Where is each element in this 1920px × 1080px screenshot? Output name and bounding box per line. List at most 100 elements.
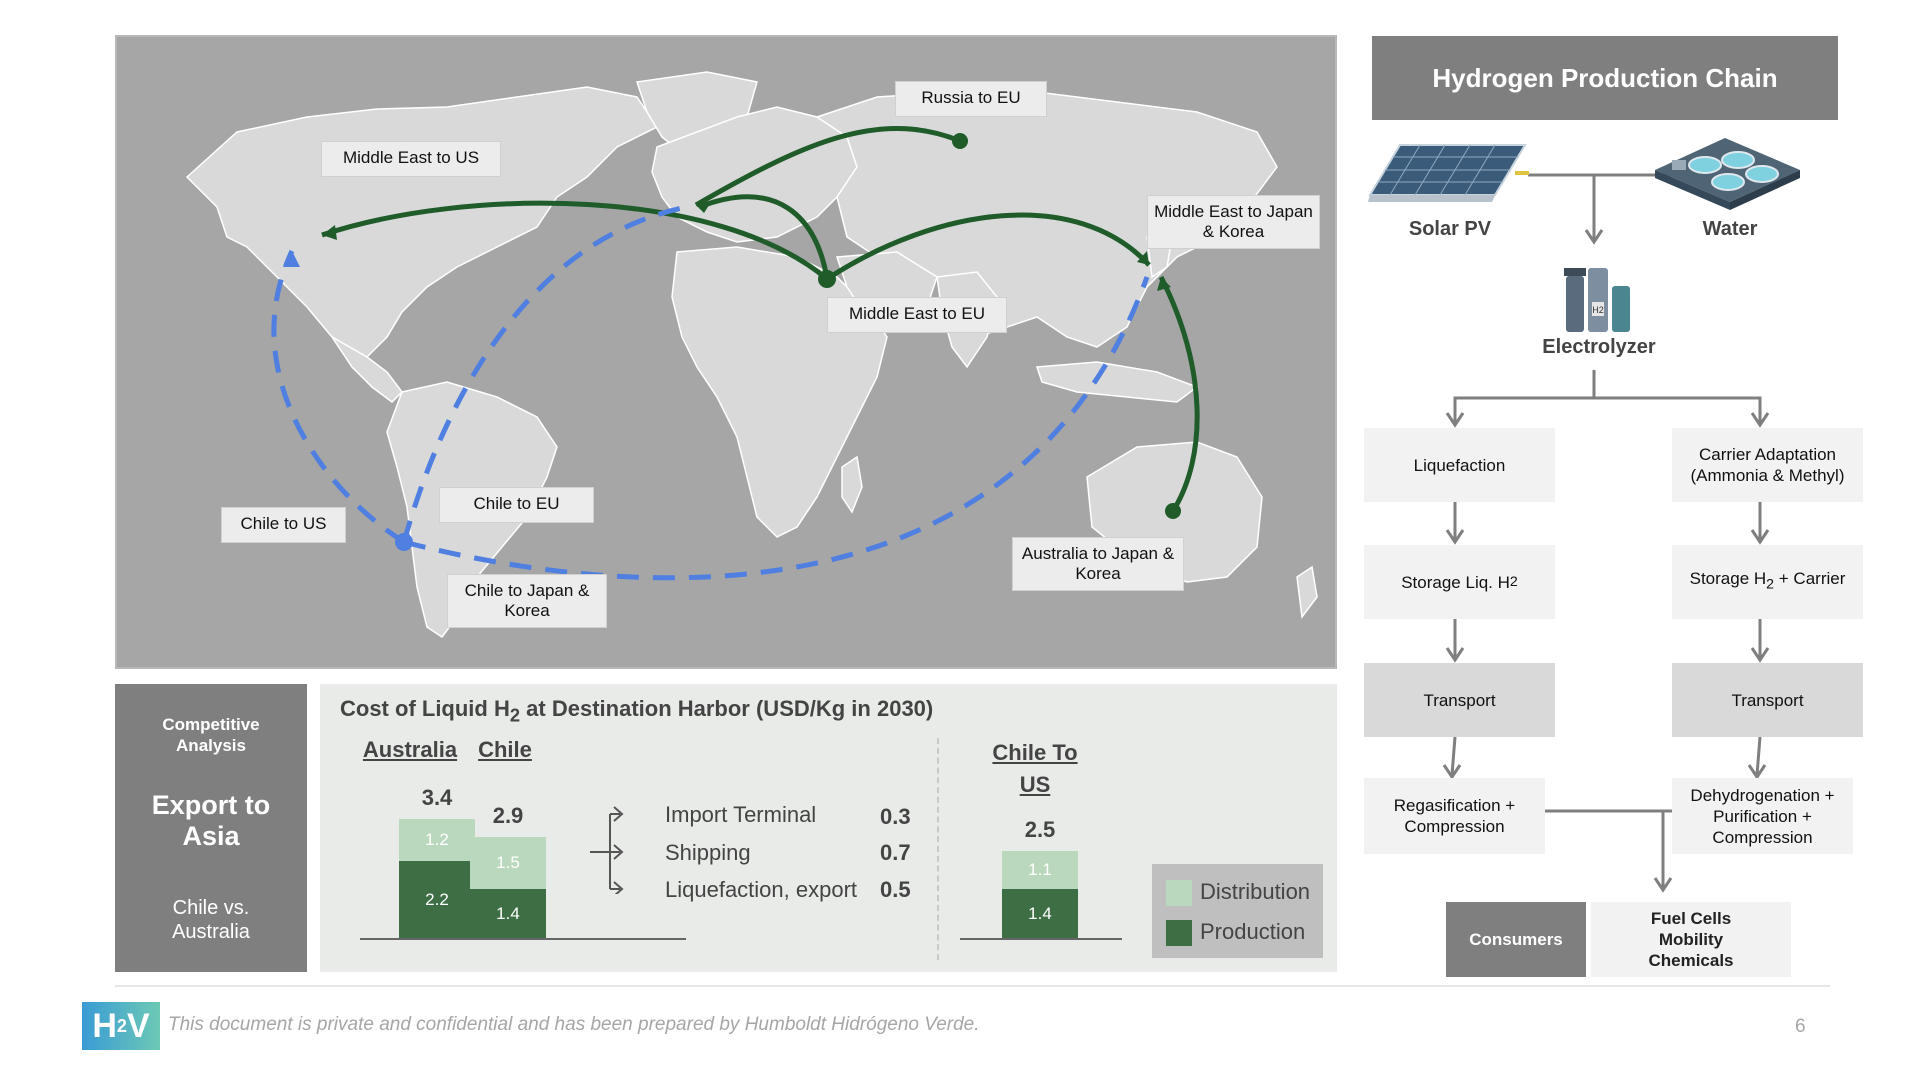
bar-total-2: 2.5: [1024, 816, 1056, 842]
arrow-consumers: [1653, 877, 1673, 893]
australia-origin-dot: [1165, 503, 1181, 519]
breakdown-label-liquefaction: Liquefaction, export: [665, 877, 858, 902]
blue-route-markers: [283, 251, 413, 551]
north-america-shape: [185, 86, 659, 358]
chile-origin-dot: [395, 533, 413, 551]
water-label: Water: [1702, 218, 1758, 240]
arrow-left-3: [1442, 764, 1462, 780]
consumer-chemicals: Chemicals: [1648, 951, 1734, 970]
arrowhead-eu-1: [696, 202, 711, 213]
route-label-chile-us: Chile to US: [221, 507, 346, 543]
connector-split-left: [1453, 370, 1596, 423]
arrow-left-1: [1445, 529, 1465, 545]
footer-disclaimer: This document is private and confidentia…: [168, 1014, 980, 1035]
route-label-me-us: Middle East to US: [321, 141, 501, 177]
footer-divider: [115, 985, 1830, 987]
competitive-title: Export to Asia: [151, 790, 271, 851]
arrow-to-electrolyzer: [1584, 229, 1604, 245]
route-russia-eu-line: [694, 126, 961, 208]
arrow-carrier: [1750, 412, 1770, 428]
route-chile-jk-line: [403, 276, 1150, 581]
step-transport-left: Transport: [1364, 663, 1555, 737]
consumer-fuel-cells: Fuel Cells: [1650, 909, 1732, 928]
chart-legend: Distribution Production: [1152, 864, 1323, 958]
connector-split-right: [1594, 396, 1762, 423]
arrow-right-1: [1750, 529, 1770, 545]
electrolyzer-h2-tag: H2: [1592, 305, 1604, 315]
route-aus-jk-line: [1158, 275, 1200, 513]
step-dehydrogenation: Dehydrogenation + Purification + Compres…: [1672, 778, 1853, 854]
world-map-panel: Russia to EU Middle East to US Middle Ea…: [115, 35, 1337, 669]
chart-title: Cost of Liquid H2 at Destination Harbor …: [340, 696, 934, 726]
chain-title: Hydrogen Production Chain: [1372, 36, 1838, 120]
green-route-markers: [322, 133, 1181, 519]
route-label-chile-eu: Chile to EU: [439, 487, 594, 523]
category-australia: Australia: [362, 737, 458, 762]
blue-routes: [271, 204, 1150, 581]
arrow-liquefaction: [1445, 412, 1465, 428]
legend-swatch-production: [1166, 920, 1192, 946]
competitive-kicker: Competitive Analysis: [162, 715, 260, 755]
new-zealand-shape: [1296, 565, 1318, 619]
connector-left-3: [1450, 736, 1457, 776]
arrow-right-2: [1750, 647, 1770, 663]
legend-swatch-distribution: [1166, 880, 1192, 906]
electrolyzer-icon: H2: [1564, 268, 1630, 332]
legend-label-production: Production: [1200, 919, 1306, 944]
page-number: 6: [1795, 1016, 1806, 1037]
arrow-right-3: [1747, 764, 1767, 780]
bar-production-2: 1.4: [1002, 889, 1078, 938]
breakdown-label-shipping: Shipping: [665, 840, 751, 865]
electrolyzer-label: Electrolyzer: [1542, 336, 1656, 358]
competitive-subtitle: Chile vs. Australia: [172, 897, 250, 943]
route-label-me-jk: Middle East to Japan & Korea: [1147, 195, 1320, 249]
legend-label-distribution: Distribution: [1200, 879, 1311, 904]
asia-shape: [815, 91, 1278, 348]
bar-distribution-1: 1.5: [470, 836, 546, 889]
breakdown-value-liquefaction: 0.5: [880, 877, 911, 902]
bar-distribution-2: 1.1: [1002, 850, 1078, 889]
connector-consumers-left: [1535, 809, 1665, 888]
route-me-us-line: [321, 200, 829, 281]
step-carrier-adaptation: Carrier Adaptation (Ammonia & Methyl): [1672, 428, 1863, 502]
bar-total-0: 3.4: [421, 785, 453, 810]
competitive-analysis-panel: Competitive Analysis Export to Asia Chil…: [115, 684, 307, 972]
route-chile-eu-line: [401, 204, 688, 543]
arrowhead-jk-me: [1137, 251, 1149, 265]
consumer-mobility: Mobility: [1658, 930, 1724, 949]
russia-origin-dot: [952, 133, 968, 149]
breakdown-label-import: Import Terminal: [665, 802, 817, 827]
bar-distribution-0: 1.2: [399, 819, 475, 861]
breakdown-value-shipping: 0.7: [880, 840, 911, 865]
route-chile-us-line: [271, 249, 406, 545]
baseline-left: [360, 938, 686, 940]
route-label-russia-eu: Russia to EU: [895, 81, 1047, 117]
connector-right-3: [1755, 736, 1762, 776]
route-me-jk-line: [825, 212, 1151, 282]
route-me-eu-line: [698, 194, 830, 280]
arrowhead-us: [322, 225, 337, 240]
route-label-me-eu: Middle East to EU: [827, 297, 1007, 333]
bar-production-0: 2.2: [399, 861, 475, 938]
solar-pv-icon: [1368, 144, 1529, 202]
route-label-chile-jk: Chile to Japan & Korea: [447, 574, 607, 628]
chart-divider: [937, 738, 939, 960]
step-storage-h2-carrier: Storage H2 + Carrier: [1672, 545, 1863, 619]
storage-liq-sub: 2: [1509, 573, 1518, 590]
arrowhead-chile-us: [283, 251, 300, 267]
step-regasification: Regasification + Compression: [1364, 778, 1545, 854]
category-chile-to-us: Chile To US: [992, 740, 1078, 797]
consumers-list: Fuel Cells Mobility Chemicals: [1591, 902, 1791, 977]
indonesia-shape: [1035, 361, 1199, 403]
storage-liq-text: Storage Liq. H: [1401, 572, 1510, 592]
arrow-left-2: [1445, 647, 1465, 663]
solar-pv-label: Solar PV: [1408, 218, 1492, 240]
step-transport-right: Transport: [1672, 663, 1863, 737]
bar-production-1: 1.4: [470, 889, 546, 938]
baseline-right: [960, 938, 1122, 940]
breakdown-connector: [590, 806, 624, 894]
central-america-shape: [331, 336, 403, 403]
bar-total-1: 2.9: [492, 802, 524, 828]
